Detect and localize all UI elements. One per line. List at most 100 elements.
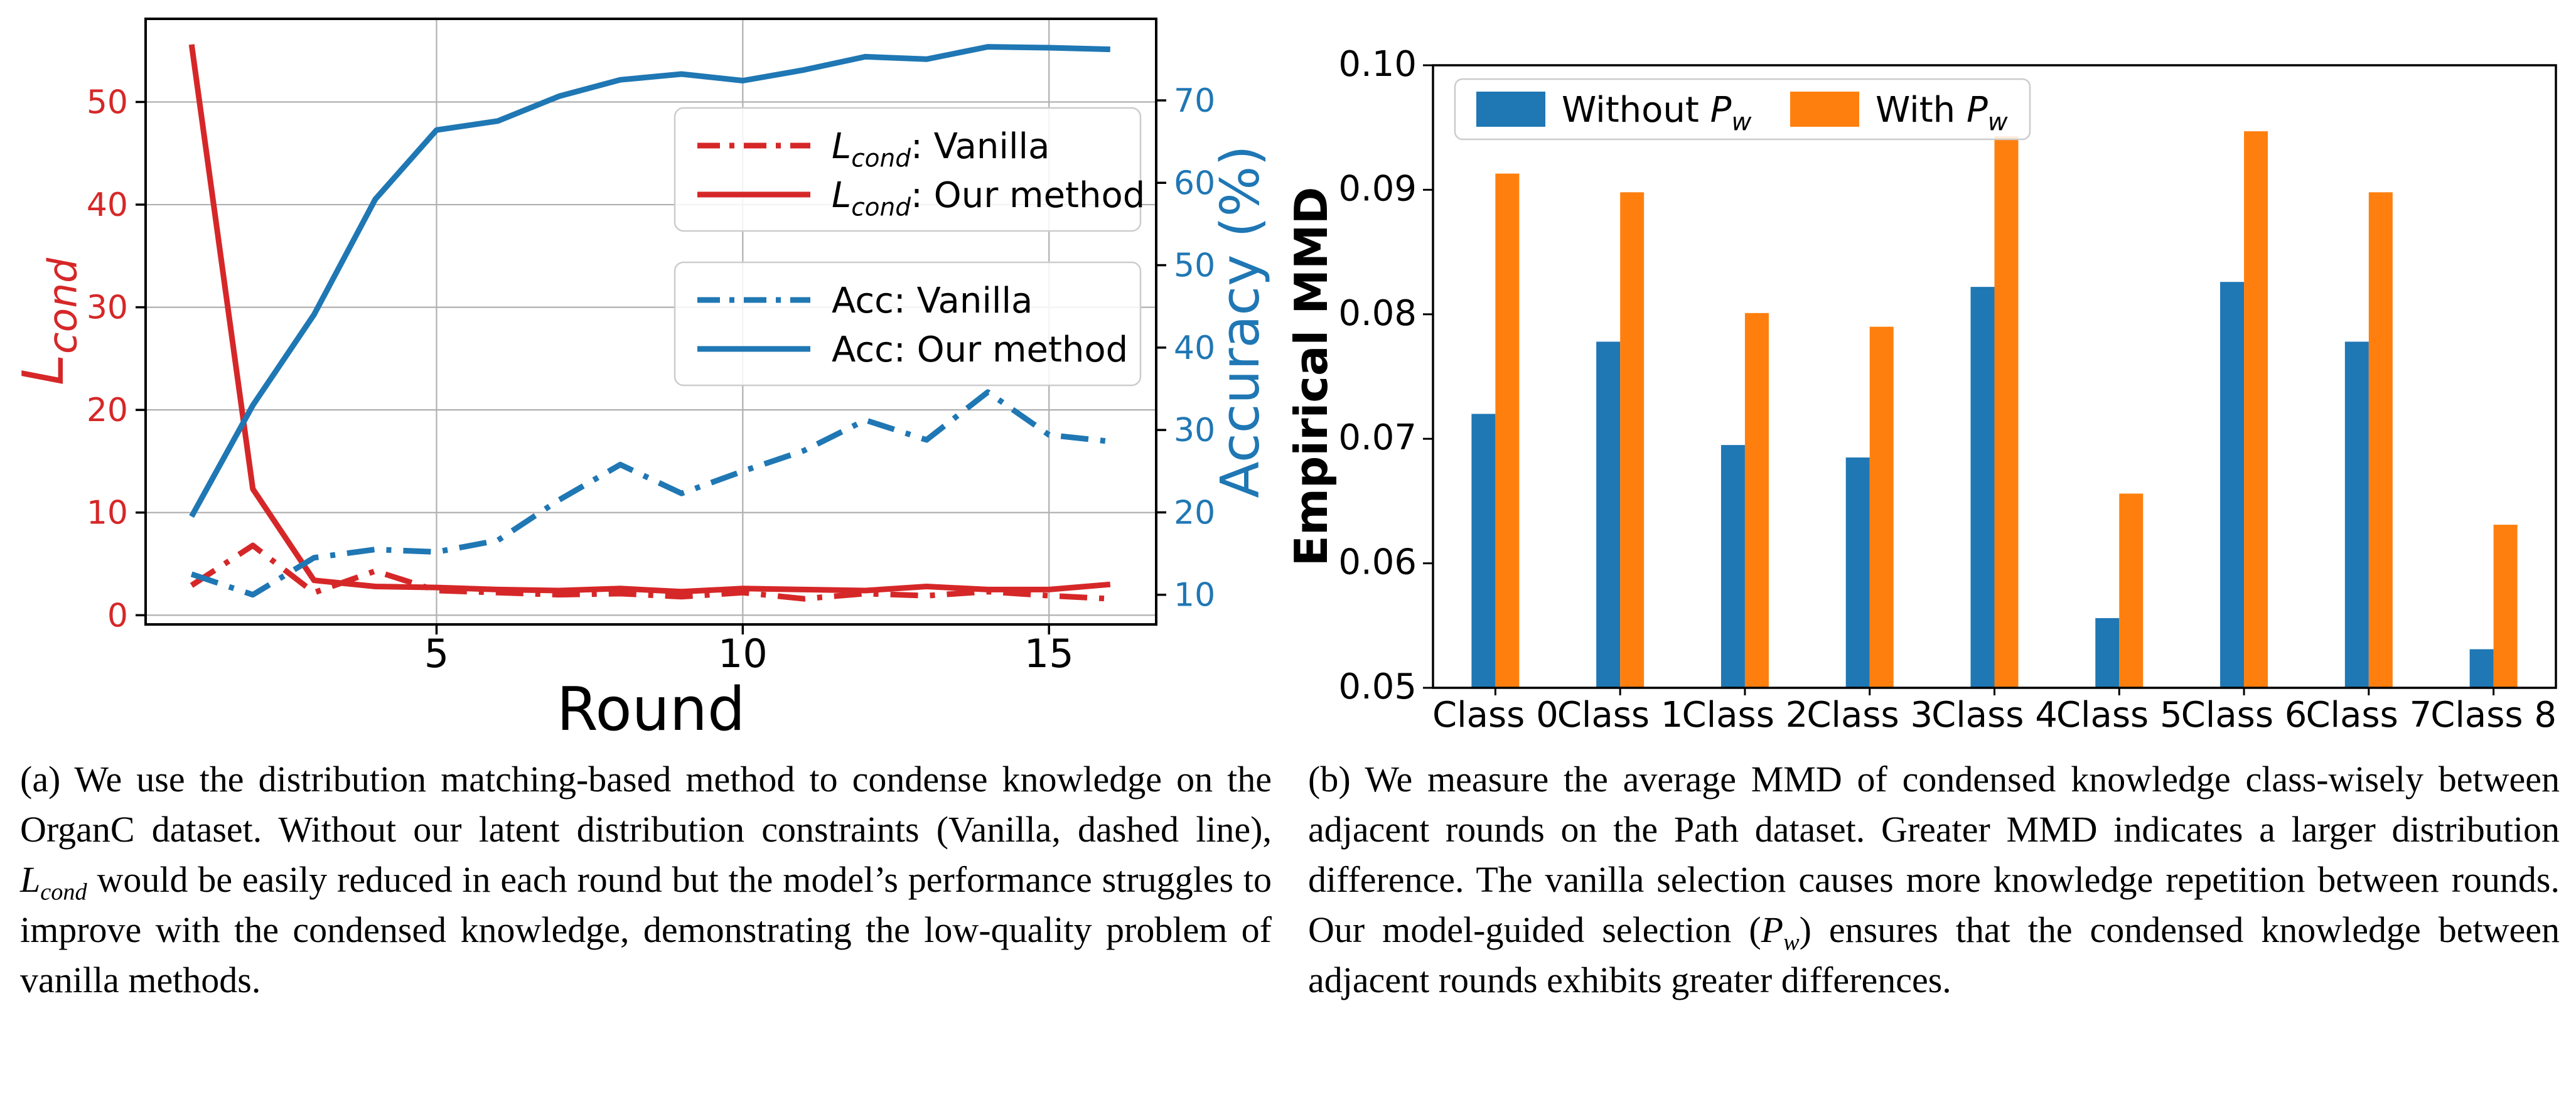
subscript: w — [1988, 108, 2008, 136]
text-run: Class 6 — [2181, 695, 2307, 736]
x-tick-label: Class 1 — [1557, 695, 1683, 736]
text-run: P — [1710, 90, 1732, 131]
line-acc-our-method — [189, 44, 1110, 518]
legend-label: With Pw — [1876, 90, 2008, 136]
text-run: Without — [1562, 90, 1710, 131]
text-run: L — [832, 175, 851, 216]
x-tick-label: Class 5 — [2056, 695, 2182, 736]
text-run: 30 — [87, 289, 128, 327]
axes: 5 10 15 0 10 20 30 40 50 10 20 30 40 50 60 70 — [87, 82, 1215, 677]
bar-with-p-w-3 — [1869, 326, 1894, 688]
bar-without-p-w-5 — [2095, 618, 2120, 688]
text-run: 15 — [1024, 631, 1074, 677]
legend-label: Acc: Our method — [832, 329, 1128, 370]
y-tick-label: 0.09 — [1338, 168, 1417, 209]
bar-without-p-w-4 — [1970, 287, 1995, 688]
text-run: 50 — [87, 83, 128, 121]
subscript: w — [1731, 108, 1751, 136]
bar-without-p-w-1 — [1596, 341, 1621, 688]
y-right-tick-label: 20 — [1174, 494, 1215, 532]
text-run: Class 1 — [1557, 695, 1683, 736]
text-run: Accuracy (%) — [1210, 145, 1272, 498]
panel-b: 0.05 0.06 0.07 0.08 0.09 0.10 Class 0 Class 1 Cl… — [1288, 0, 2576, 1005]
y-axis-label-left: Lcond — [11, 257, 86, 385]
bar-with-p-w-8 — [2493, 525, 2518, 688]
subscript: cond — [40, 257, 86, 354]
legend-frame — [674, 261, 1142, 387]
text-run: Acc: Vanilla — [832, 281, 1033, 321]
x-tick-label: Class 4 — [1931, 695, 2058, 736]
y-tick-label: 0.10 — [1338, 44, 1417, 85]
legend-label: Lcond: Vanilla — [832, 126, 1049, 173]
y-right-tick-label: 60 — [1174, 164, 1215, 202]
y-right-tick-label: 70 — [1174, 82, 1215, 120]
y-left-tick-label: 40 — [87, 186, 128, 224]
text-run: Class 3 — [1806, 695, 1933, 736]
bar-with-p-w-2 — [1744, 313, 1769, 688]
x-tick-label: 15 — [1024, 631, 1074, 677]
text-run: 0 — [107, 597, 128, 634]
text-run: L — [832, 126, 851, 167]
text-run: L — [11, 354, 77, 385]
text-run: 20 — [87, 392, 128, 429]
x-tick-label: Class 3 — [1806, 695, 1933, 736]
bar-without-p-w-7 — [2344, 341, 2369, 688]
text-run: 10 — [1174, 577, 1215, 614]
text-run: 40 — [1174, 329, 1215, 367]
legend-label: Lcond: Our method — [832, 175, 1145, 222]
text-run: 0.09 — [1338, 168, 1417, 209]
y-tick-label: 0.08 — [1338, 293, 1417, 334]
text-run: 0.10 — [1338, 44, 1417, 85]
text-run: 0.06 — [1338, 542, 1417, 583]
legend-swatch-with-p-w — [1790, 92, 1859, 127]
x-tick-label: Class 6 — [2181, 695, 2307, 736]
caption-a: (a) We use the distribution matching-bas… — [20, 759, 1272, 1000]
y-axis-label-right: Accuracy (%) — [1210, 145, 1272, 498]
text-run: Round — [557, 675, 746, 744]
text-run: P — [1967, 90, 1988, 131]
text-run: Class 0 — [1432, 695, 1559, 736]
x-tick-label: 5 — [424, 631, 449, 677]
x-axis-label: Round — [557, 675, 746, 744]
text-run: 0.08 — [1338, 293, 1417, 334]
line-chart: 5 10 15 0 10 20 30 40 50 10 20 30 40 50 60 70 Round Lcond… — [11, 18, 1272, 744]
text-run: 0.07 — [1338, 417, 1417, 458]
subscript: cond — [851, 193, 911, 222]
text-run: Empirical MMD — [1288, 187, 1338, 567]
legend-frame — [674, 107, 1142, 232]
text-run: 40 — [87, 186, 128, 224]
bar-without-p-w-6 — [2220, 282, 2245, 688]
y-left-tick-label: 30 — [87, 289, 128, 327]
bars — [1471, 131, 2518, 688]
text-run: 20 — [1174, 494, 1215, 532]
text-run: Class 5 — [2056, 695, 2182, 736]
text-run: 5 — [424, 631, 449, 677]
text-run: : Vanilla — [911, 126, 1049, 167]
bar-without-p-w-8 — [2469, 649, 2494, 688]
x-tick-label: 10 — [718, 631, 768, 677]
panel-a: 5 10 15 0 10 20 30 40 50 10 20 30 40 50 60 70 Round Lcond… — [0, 0, 1288, 1005]
x-tick-label: Class 0 — [1432, 695, 1559, 736]
bar-with-p-w-5 — [2119, 493, 2144, 688]
text-run: 70 — [1174, 82, 1215, 120]
text-run: Class 8 — [2430, 695, 2557, 736]
y-right-tick-label: 40 — [1174, 329, 1215, 367]
legend-2: Acc: Vanilla Acc: Our method — [674, 261, 1142, 387]
text-run: : Our method — [911, 175, 1145, 216]
text-run: 60 — [1174, 164, 1215, 202]
bar-without-p-w-3 — [1845, 457, 1870, 688]
bar-without-p-w-0 — [1471, 414, 1496, 688]
bar-with-p-w-0 — [1495, 173, 1520, 688]
text-run: With — [1876, 90, 1967, 131]
text-run: 10 — [87, 495, 128, 532]
text-run: Acc: Our method — [832, 329, 1128, 370]
text-run: Class 7 — [2305, 695, 2432, 736]
legend: Without Pw With Pw — [1454, 78, 2031, 141]
legend-label: Acc: Vanilla — [832, 281, 1033, 321]
bar-with-p-w-1 — [1620, 192, 1645, 688]
y-tick-label: 0.06 — [1338, 542, 1417, 583]
text-run: 50 — [1174, 247, 1215, 285]
legend-label: Without Pw — [1562, 90, 1751, 136]
